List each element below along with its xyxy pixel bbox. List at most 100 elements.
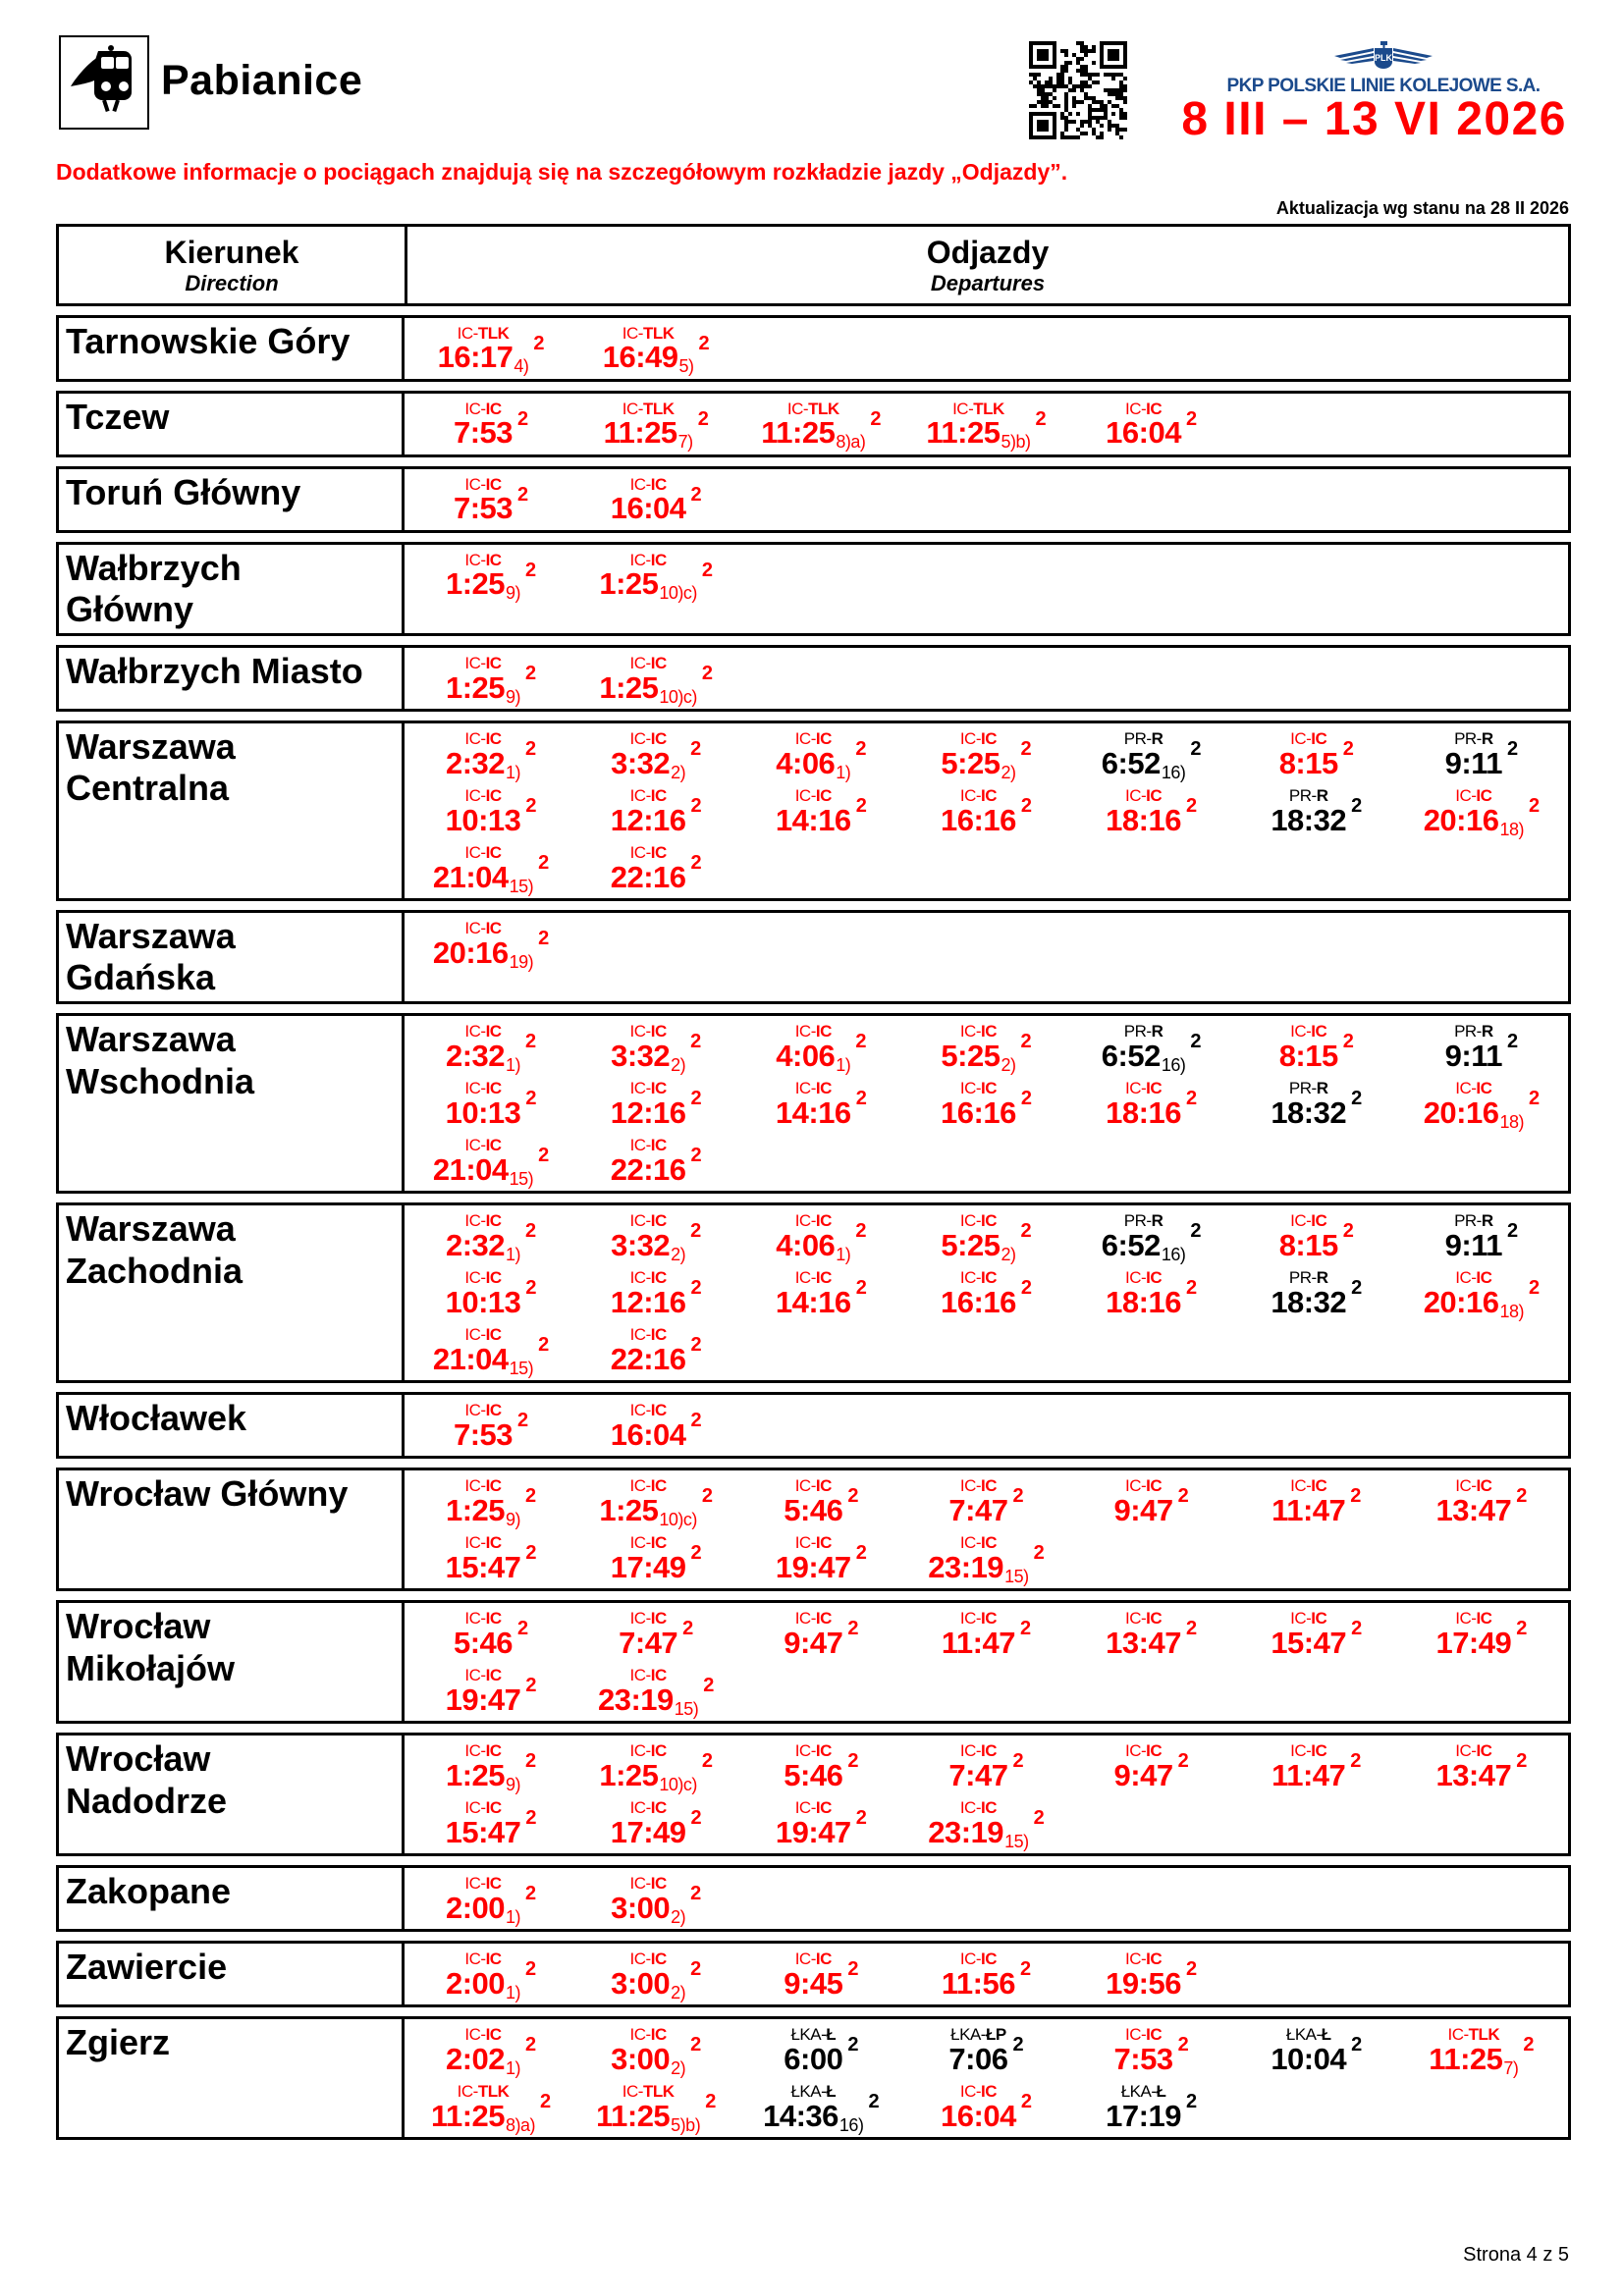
- track-number: 2: [697, 407, 709, 430]
- departure-time: 5:46: [453, 1625, 514, 1660]
- track-number: 2: [517, 1618, 529, 1640]
- departure-time: 3:32: [611, 745, 671, 780]
- track-number: 2: [1020, 2091, 1032, 2113]
- departure-entry: IC-IC 1:25 9) 2: [446, 654, 536, 705]
- train-label: IC-IC: [959, 1211, 998, 1231]
- departure-time: 9:47: [1113, 1757, 1174, 1792]
- departure-time: 6:52: [1101, 1038, 1162, 1073]
- departure-entry: IC-TLK 16:49 5) 2: [603, 323, 710, 375]
- train-label: IC-TLK: [457, 2082, 510, 2102]
- track-number: 2: [1342, 1031, 1354, 1053]
- departure-entry: IC-IC 18:16 2: [1106, 1080, 1197, 1128]
- departure-time: 16:04: [610, 491, 686, 526]
- train-label: IC-TLK: [786, 399, 839, 418]
- track-number: 2: [1351, 1088, 1363, 1110]
- track-number: 2: [1507, 737, 1519, 760]
- train-label: IC-IC: [1124, 1476, 1163, 1496]
- train-label: IC-IC: [464, 1609, 502, 1629]
- departure-entry: IC-IC 4:06 1) 2: [776, 729, 866, 782]
- departure-time: 11:25: [1429, 2041, 1503, 2076]
- footnote-ref: 1): [836, 762, 851, 782]
- train-label: IC-IC: [464, 1325, 502, 1345]
- departure-time: 1:25: [599, 1757, 659, 1792]
- departure-time: 11:47: [1271, 1757, 1346, 1792]
- footnote-ref: 2): [671, 1982, 686, 2002]
- departure-entry: IC-IC 16:16 2: [941, 1080, 1032, 1128]
- train-label: PR-R: [1288, 785, 1328, 805]
- departure-time: 11:25: [603, 415, 678, 451]
- train-label: IC-IC: [1124, 399, 1163, 418]
- table-header-row: Kierunek Direction Odjazdy Departures: [56, 224, 1571, 306]
- departure-entry: IC-IC 17:49 2: [611, 1534, 702, 1582]
- train-label: IC-IC: [629, 1211, 668, 1231]
- train-label: IC-TLK: [457, 323, 510, 343]
- departure-line: IC-IC 7:53 2 IC-IC 16:04 2: [408, 471, 1564, 528]
- departure-entry: IC-IC 16:04 2: [1106, 399, 1197, 448]
- train-label: IC-IC: [794, 1741, 833, 1761]
- track-number: 2: [1185, 2091, 1198, 2113]
- departure-entry: IC-IC 1:25 10)c) 2: [599, 1477, 713, 1529]
- footnote-ref: 10)c): [659, 1509, 697, 1529]
- train-label: IC-TLK: [622, 323, 675, 343]
- departure-line: IC-IC 2:32 1) 2 IC-IC 3:32 2) 2 IC-IC 4:06 1) 2 IC-I…: [408, 1018, 1564, 1075]
- departure-entry: IC-IC 12:16 2: [611, 1269, 702, 1317]
- departure-entry: IC-IC 5:25 2) 2: [941, 1023, 1031, 1075]
- departures-cell: IC-IC 2:32 1) 2 IC-IC 3:32 2) 2 IC-IC 4:06 1) 2 IC-I…: [405, 1205, 1568, 1380]
- departure-entry: IC-IC 20:16 18) 2: [1424, 1269, 1540, 1320]
- train-label: IC-IC: [1124, 2025, 1163, 2045]
- track-number: 2: [525, 1750, 537, 1773]
- departure-line: IC-TLK 16:17 4) 2 IC-TLK 16:49 5) 2: [408, 320, 1564, 377]
- departure-time: 14:16: [775, 1095, 851, 1130]
- departure-time: 9:45: [784, 1965, 843, 2001]
- track-number: 2: [698, 332, 710, 354]
- train-label: IC-IC: [464, 728, 502, 748]
- track-number: 2: [1012, 1750, 1024, 1773]
- footnote-ref: 1): [506, 2057, 521, 2078]
- train-label: IC-IC: [1290, 1741, 1327, 1761]
- track-number: 2: [690, 1807, 702, 1830]
- departures-cell: IC-IC 1:25 9) 2 IC-IC 1:25 10)c) 2 IC-IC 5:46 2 IC-…: [405, 1470, 1568, 1588]
- departure-entry: IC-IC 7:47 2: [948, 1477, 1023, 1525]
- track-number: 2: [525, 2034, 537, 2056]
- plk-logo: PLK PKP POLSKIE LINIE KOLEJOWE S.A.: [1196, 39, 1571, 97]
- train-label: PR-R: [1123, 1022, 1163, 1041]
- train-label: IC-IC: [794, 1533, 833, 1553]
- departure-line: IC-IC 7:53 2 IC-IC 16:04 2: [408, 1397, 1564, 1454]
- train-label: IC-TLK: [952, 399, 1004, 418]
- departure-entry: IC-IC 15:47 2: [1271, 1610, 1362, 1658]
- departure-entry: PR-R 9:11 2: [1445, 1023, 1518, 1071]
- track-number: 2: [690, 1145, 702, 1167]
- departure-entry: IC-IC 19:47 2: [776, 1799, 867, 1847]
- departure-entry: PR-R 18:32 2: [1271, 785, 1362, 834]
- track-number: 2: [690, 2034, 702, 2056]
- track-number: 2: [525, 1088, 537, 1110]
- departure-entry: IC-IC 3:00 2) 2: [611, 1875, 701, 1926]
- destination-name: Wrocław Główny: [59, 1470, 405, 1589]
- departure-entry: IC-IC 21:04 15) 2: [433, 1137, 549, 1188]
- departure-time: 12:16: [610, 1284, 686, 1319]
- train-label: IC-TLK: [1447, 2025, 1500, 2045]
- timetable-row: Wrocław Nadodrze IC-IC 1:25 9) 2 IC-IC 1:25 10)…: [56, 1733, 1571, 1857]
- departure-line: IC-IC 2:02 1) 2 IC-IC 3:00 2) 2 ŁKA-Ł 6:00 2 ŁKA-ŁP…: [408, 2021, 1564, 2078]
- departure-time: 11:25: [761, 415, 836, 451]
- destination-name: Wrocław Nadodrze: [59, 1735, 405, 1854]
- departure-time: 16:04: [941, 2098, 1016, 2133]
- footnote-ref: 2): [671, 2057, 686, 2078]
- train-label: PR-R: [1123, 728, 1163, 748]
- footnote-ref: 2): [1001, 1054, 1016, 1075]
- departure-entry: IC-IC 1:25 9) 2: [446, 1477, 536, 1528]
- track-number: 2: [517, 1410, 529, 1432]
- departure-time: 20:16: [1423, 802, 1499, 837]
- track-number: 2: [690, 1220, 702, 1243]
- departure-time: 6:00: [784, 2041, 843, 2076]
- track-number: 2: [538, 851, 550, 874]
- departure-entry: IC-IC 22:16 2: [611, 843, 702, 891]
- train-label: IC-IC: [1290, 1609, 1327, 1629]
- departure-entry: IC-IC 20:16 18) 2: [1423, 786, 1540, 837]
- departure-time: 4:06: [776, 1038, 836, 1073]
- departure-time: 8:15: [1278, 1227, 1339, 1262]
- footnote-ref: 4): [514, 356, 529, 377]
- departure-entry: IC-IC 1:25 10)c) 2: [599, 1742, 713, 1793]
- direction-header-cell: Kierunek Direction: [59, 227, 407, 303]
